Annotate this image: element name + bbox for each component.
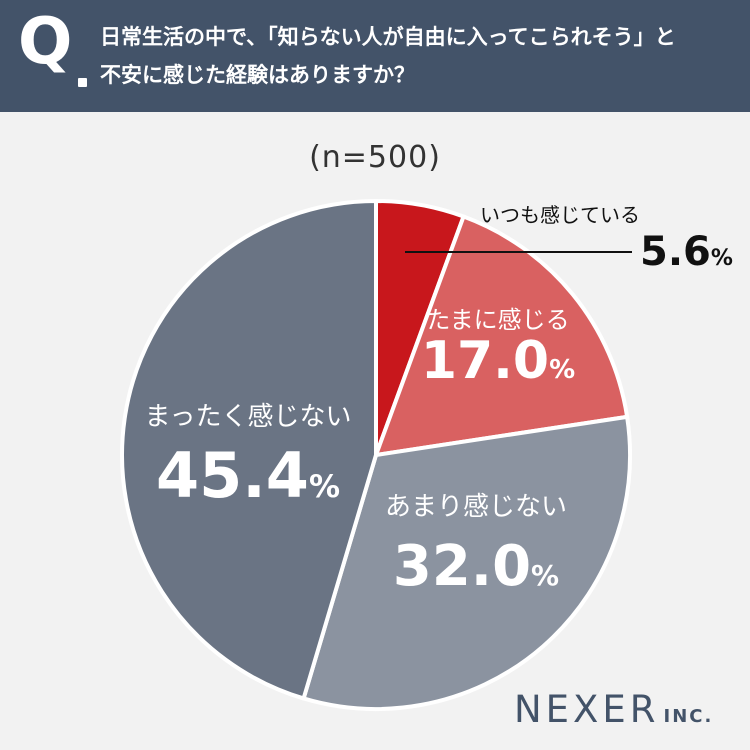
slice-label-2: たまに感じる	[426, 306, 569, 334]
question-line-1: 日常生活の中で、「知らない人が自由に入ってこられそう」と	[100, 25, 676, 49]
nexer-logo: NEXER INC.	[514, 688, 713, 731]
pie-slice-2	[374, 214, 630, 457]
logo-sub: INC.	[663, 706, 714, 727]
question-line-2: 不安に感じた経験はありますか？	[100, 63, 415, 87]
slice-value-1: 5.6%	[640, 229, 733, 275]
logo-main: NEXER	[514, 688, 660, 731]
slice-value-2: 17.0%	[421, 331, 575, 391]
question-header: Q 日常生活の中で、「知らない人が自由に入ってこられそう」と 不安に感じた経験は…	[0, 0, 750, 112]
slice-value-4: 45.4%	[156, 439, 340, 512]
pie-slice-3	[301, 414, 632, 711]
slice-label-4: まったく感じない	[145, 402, 352, 432]
slice-value-3: 32.0%	[393, 534, 559, 599]
question-mark: Q	[18, 5, 73, 79]
slice-label-1: いつも感じている	[480, 203, 640, 227]
pie-slice-4	[120, 199, 378, 701]
sample-size: (n=500)	[309, 140, 441, 175]
slice-label-3: あまり感じない	[385, 492, 567, 522]
question-text: 日常生活の中で、「知らない人が自由に入ってこられそう」と 不安に感じた経験はあり…	[100, 18, 740, 94]
question-mark-dot	[78, 78, 87, 87]
